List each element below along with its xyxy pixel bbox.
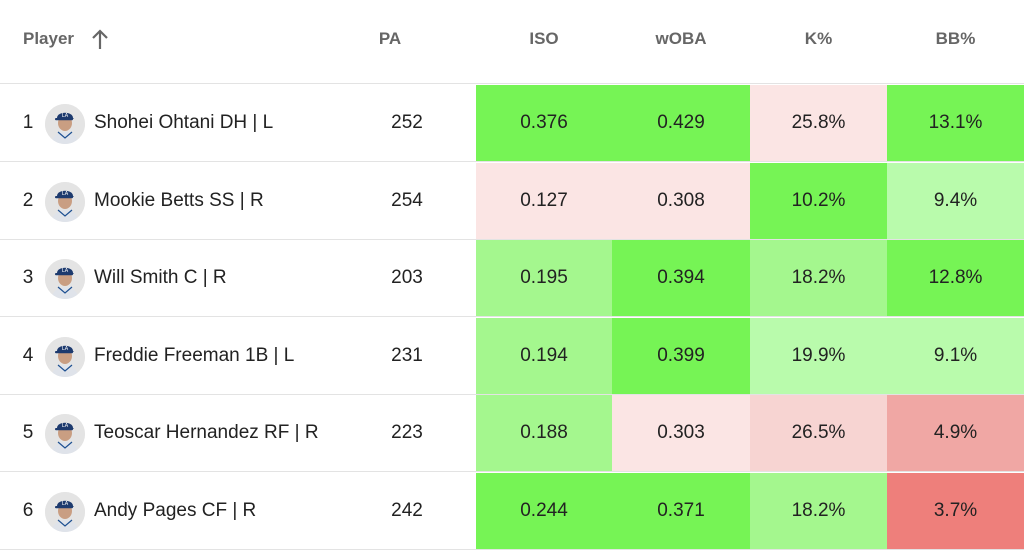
player-avatar: LA [45, 182, 85, 222]
table-row[interactable]: 1 LA Shohei Ohtani DH | L 252 0.376 0.42… [0, 85, 1024, 162]
iso-value: 0.127 [476, 163, 612, 239]
pa-value: 254 [391, 190, 423, 211]
bb-pct-value: 9.1% [887, 318, 1024, 394]
woba-value: 0.371 [612, 473, 750, 549]
woba-value: 0.399 [612, 318, 750, 394]
iso-value: 0.195 [476, 240, 612, 316]
table-row[interactable]: 3 LA Will Smith C | R 203 0.195 0.394 18… [0, 240, 1024, 317]
bb-pct-value: 3.7% [887, 473, 1024, 549]
rank-number: 2 [22, 190, 34, 211]
pa-value: 223 [391, 422, 423, 443]
rank-number: 5 [22, 422, 34, 443]
player-name[interactable]: Teoscar Hernandez RF | R [94, 422, 319, 443]
pa-value: 242 [391, 500, 423, 521]
woba-value: 0.394 [612, 240, 750, 316]
column-header-player[interactable]: Player [23, 26, 110, 52]
pa-value: 252 [391, 112, 423, 133]
k-pct-value: 25.8% [750, 85, 887, 161]
column-header-bb-pct[interactable]: BB% [935, 29, 976, 48]
table-row[interactable]: 4 LA Freddie Freeman 1B | L 231 0.194 0.… [0, 318, 1024, 395]
svg-text:LA: LA [62, 268, 69, 274]
bb-pct-value: 9.4% [887, 163, 1024, 239]
k-pct-value: 26.5% [750, 395, 887, 471]
player-avatar: LA [45, 259, 85, 299]
k-pct-value: 18.2% [750, 240, 887, 316]
svg-text:LA: LA [62, 346, 69, 352]
rank-number: 3 [22, 267, 34, 288]
column-header-k-pct[interactable]: K% [804, 29, 833, 48]
svg-text:LA: LA [62, 423, 69, 429]
column-header-woba[interactable]: wOBA [655, 29, 707, 48]
svg-text:LA: LA [62, 501, 69, 507]
iso-value: 0.194 [476, 318, 612, 394]
player-avatar: LA [45, 337, 85, 377]
bb-pct-value: 12.8% [887, 240, 1024, 316]
iso-value: 0.188 [476, 395, 612, 471]
k-pct-value: 19.9% [750, 318, 887, 394]
table-row[interactable]: 6 LA Andy Pages CF | R 242 0.244 0.371 1… [0, 473, 1024, 550]
pa-value: 231 [391, 345, 423, 366]
rank-number: 6 [22, 500, 34, 521]
bb-pct-value: 4.9% [887, 395, 1024, 471]
woba-value: 0.429 [612, 85, 750, 161]
svg-text:LA: LA [62, 191, 69, 197]
rank-number: 4 [22, 345, 34, 366]
arrow-up-icon[interactable] [90, 27, 110, 51]
pa-value: 203 [391, 267, 423, 288]
k-pct-value: 18.2% [750, 473, 887, 549]
svg-text:LA: LA [62, 113, 69, 119]
iso-value: 0.376 [476, 85, 612, 161]
bb-pct-value: 13.1% [887, 85, 1024, 161]
iso-value: 0.244 [476, 473, 612, 549]
column-header-iso[interactable]: ISO [529, 29, 559, 48]
woba-value: 0.308 [612, 163, 750, 239]
player-avatar: LA [45, 492, 85, 532]
player-avatar: LA [45, 414, 85, 454]
player-name[interactable]: Will Smith C | R [94, 267, 227, 288]
player-name[interactable]: Freddie Freeman 1B | L [94, 345, 295, 366]
woba-value: 0.303 [612, 395, 750, 471]
table-row[interactable]: 2 LA Mookie Betts SS | R 254 0.127 0.308… [0, 163, 1024, 240]
player-name[interactable]: Shohei Ohtani DH | L [94, 112, 274, 133]
column-header-pa[interactable]: PA [378, 29, 402, 48]
column-header-player-label: Player [23, 29, 75, 48]
player-avatar: LA [45, 104, 85, 144]
table-row[interactable]: 5 LA Teoscar Hernandez RF | R 223 0.188 … [0, 395, 1024, 472]
table-header: Player PA ISO wOBA K% BB% [0, 0, 1024, 84]
k-pct-value: 10.2% [750, 163, 887, 239]
player-name[interactable]: Andy Pages CF | R [94, 500, 257, 521]
player-name[interactable]: Mookie Betts SS | R [94, 190, 264, 211]
rank-number: 1 [22, 112, 34, 133]
